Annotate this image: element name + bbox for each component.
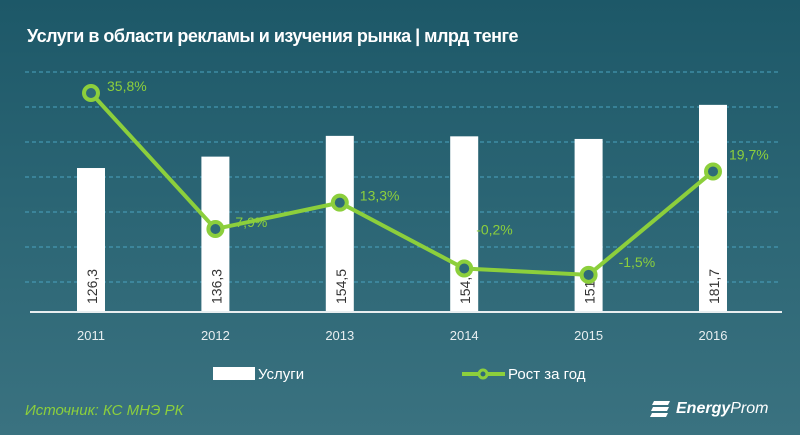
logo-text-1: Energy (676, 400, 731, 417)
legend-label-bars: Услуги (258, 366, 304, 383)
logo-text-2: Prom (730, 400, 769, 417)
bar-label: 126,3 (84, 269, 100, 304)
growth-line (89, 91, 715, 277)
energyprom-logo: EnergyProm (650, 399, 768, 419)
growth-point-2014 (455, 259, 474, 278)
growth-point-2012 (206, 219, 225, 238)
growth-point-2015 (579, 265, 598, 284)
bar-label: 181,7 (706, 269, 722, 304)
x-tick-label: 2014 (450, 328, 479, 343)
x-tick-label: 2012 (201, 328, 230, 343)
bar-2016 (699, 104, 727, 312)
growth-label: 35,8% (107, 78, 147, 94)
legend-label-line: Рост за год (508, 366, 586, 383)
bar-label: 136,3 (208, 269, 224, 304)
x-tick-label: 2013 (325, 328, 354, 343)
logo-icon (650, 401, 670, 417)
bar-label: 154,5 (333, 269, 349, 304)
legend-line-marker (477, 368, 489, 380)
chart: 126,32011136,32012154,52013154,12014151,… (25, 71, 782, 383)
bar-2013 (325, 135, 354, 312)
growth-label: -0,2% (476, 221, 513, 237)
chart-title: Услуги в области рекламы и изучения рынк… (27, 26, 519, 46)
x-tick-label: 2015 (574, 328, 603, 343)
legend-bar-swatch (213, 367, 255, 380)
growth-point-2016 (704, 162, 722, 181)
growth-label: 19,7% (729, 146, 769, 162)
growth-point-2013 (330, 193, 349, 212)
growth-label: -1,5% (619, 254, 656, 270)
bar-2011 (77, 168, 105, 312)
source-note: Источник: КС МНЭ РК (25, 402, 184, 419)
bar-2014 (450, 136, 479, 312)
growth-label: 13,3% (360, 188, 400, 204)
growth-label: 7,9% (235, 214, 267, 230)
x-tick-label: 2011 (77, 328, 105, 343)
growth-point-2011 (82, 83, 100, 102)
bar-label: 154,1 (457, 269, 473, 304)
x-tick-label: 2016 (699, 328, 728, 343)
